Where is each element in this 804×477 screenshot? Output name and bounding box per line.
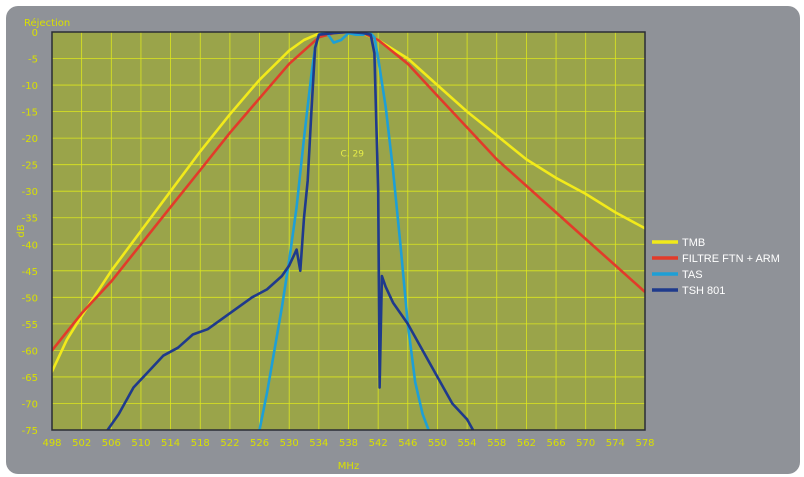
series-line-1 xyxy=(52,32,645,352)
y-tick-label: -55 xyxy=(22,320,38,331)
y-tick-label: -40 xyxy=(22,240,38,251)
x-tick-label: 538 xyxy=(339,438,358,449)
y-tick-label: 0 xyxy=(32,28,38,39)
x-tick-label: 558 xyxy=(487,438,506,449)
legend-label: TAS xyxy=(682,269,703,281)
x-tick-label: 518 xyxy=(191,438,210,449)
x-tick-label: 534 xyxy=(309,438,328,449)
x-tick-label: 506 xyxy=(102,438,121,449)
x-axis-label: MHz xyxy=(338,461,359,472)
x-tick-label: 526 xyxy=(250,438,269,449)
y-tick-label: -65 xyxy=(22,373,38,384)
y-tick-label: -75 xyxy=(22,426,38,437)
y-tick-label: -60 xyxy=(22,346,38,357)
chart-title: Réjection xyxy=(24,17,70,29)
y-tick-labels: 0 -5 -10 -15 -20 -25 -30 -35 -40 -45 -50 -55 -60 -65 -… xyxy=(22,28,38,437)
x-tick-label: 578 xyxy=(635,438,654,449)
x-tick-label: 510 xyxy=(131,438,150,449)
legend-label: FILTRE FTN + ARM xyxy=(682,253,780,265)
x-tick-labels: 498 502 506 510 514 518 522 526 530 534 538 542 546 5… xyxy=(42,438,654,449)
x-tick-label: 522 xyxy=(220,438,239,449)
annotations: C. 29 xyxy=(340,150,364,160)
x-tick-label: 542 xyxy=(369,438,388,449)
y-tick-label: -10 xyxy=(22,81,38,92)
series-line-3 xyxy=(106,32,475,430)
plot-frame xyxy=(51,31,646,431)
y-tick-label: -70 xyxy=(22,399,38,410)
x-tick-label: 514 xyxy=(161,438,180,449)
annotation-label: C. 29 xyxy=(340,150,364,160)
x-tick-label: 574 xyxy=(606,438,625,449)
x-tick-label: 566 xyxy=(547,438,566,449)
series-line-0 xyxy=(52,32,645,373)
x-tick-label: 546 xyxy=(398,438,417,449)
legend-label: TSH 801 xyxy=(682,285,725,297)
y-tick-label: -50 xyxy=(22,293,38,304)
y-tick-label: -5 xyxy=(28,55,38,66)
x-tick-label: 530 xyxy=(280,438,299,449)
y-tick-label: -25 xyxy=(22,161,38,172)
y-tick-label: -15 xyxy=(22,108,38,119)
x-tick-label: 550 xyxy=(428,438,447,449)
y-tick-label: -20 xyxy=(22,134,38,145)
x-tick-label: 498 xyxy=(42,438,61,449)
x-tick-label: 554 xyxy=(458,438,477,449)
x-tick-label: 570 xyxy=(576,438,595,449)
y-axis-label: dB xyxy=(16,224,27,237)
series-lines xyxy=(52,32,645,430)
y-tick-label: -35 xyxy=(22,214,38,225)
grid xyxy=(51,31,646,431)
x-tick-label: 562 xyxy=(517,438,536,449)
x-tick-label: 502 xyxy=(72,438,91,449)
y-tick-label: -45 xyxy=(22,267,38,278)
y-tick-label: -30 xyxy=(22,187,38,198)
legend: TMB FILTRE FTN + ARM TAS TSH 801 xyxy=(652,237,780,297)
legend-label: TMB xyxy=(682,237,705,249)
